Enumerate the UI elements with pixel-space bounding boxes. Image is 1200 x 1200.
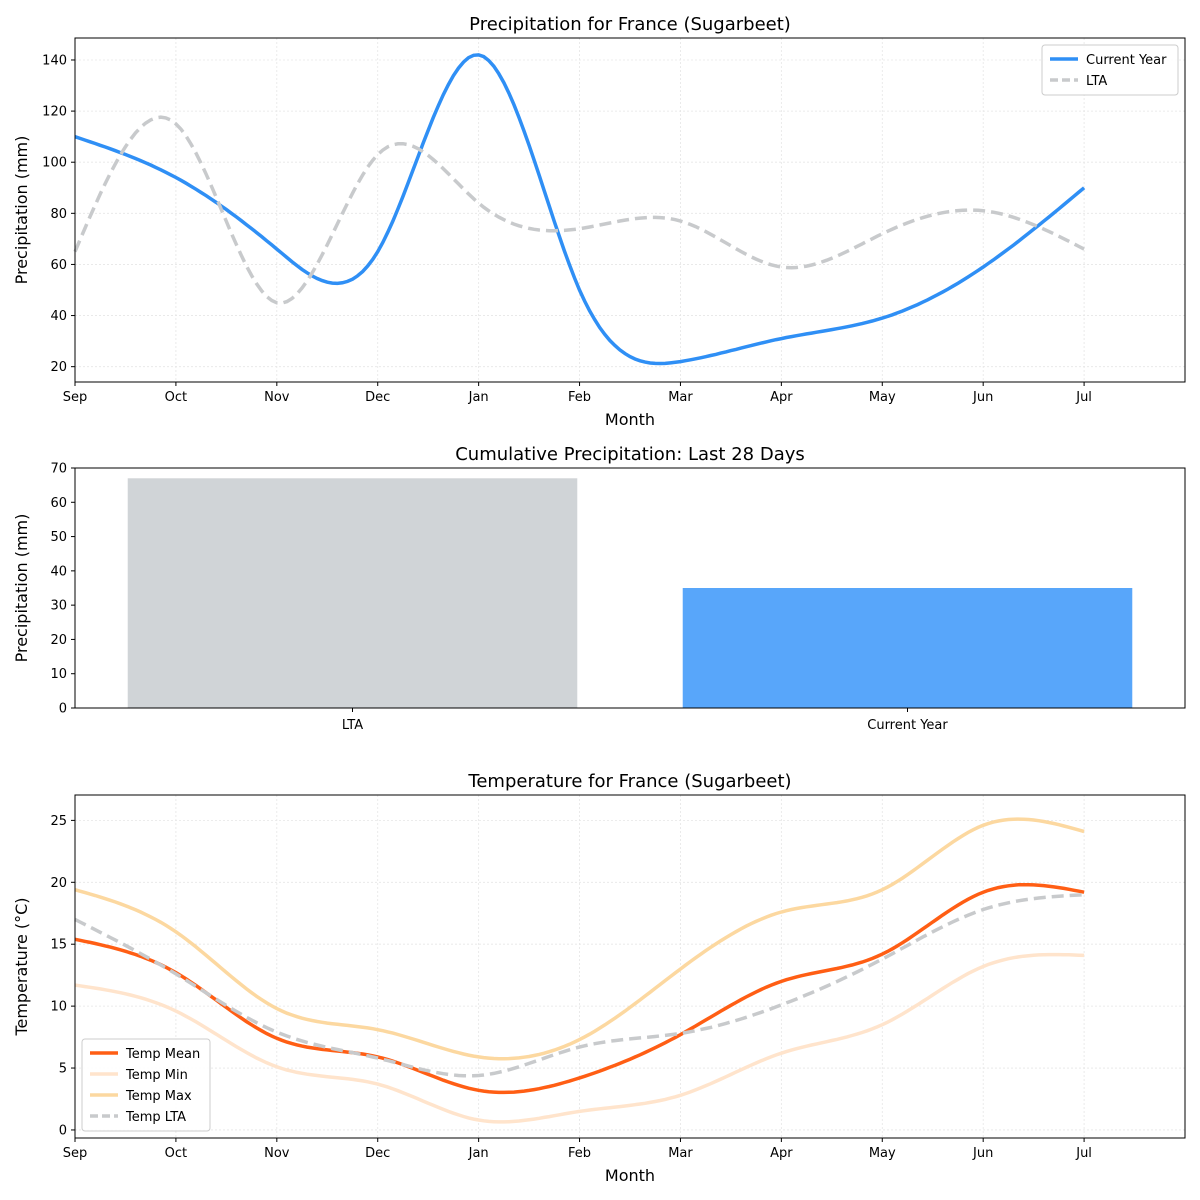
bar-lta [127,478,578,708]
x-tick-label: Nov [264,1146,290,1161]
y-tick-label: 70 [50,462,67,477]
y-tick-label: 20 [50,360,67,375]
x-tick-label: Jan [468,390,489,405]
x-tick-label: Jan [468,1146,489,1161]
series-line-temp-lta [74,892,1085,1078]
x-tick-label: Apr [770,390,793,405]
y-axis-label: Precipitation (mm) [12,136,31,285]
legend-label: Temp Mean [125,1047,200,1062]
y-tick-label: 40 [50,309,67,324]
legend-box [81,1038,211,1132]
x-tick-label: Sep [63,1146,88,1161]
y-tick-label: 10 [50,667,67,682]
y-tick-label: 10 [50,1000,67,1015]
y-tick-label: 50 [50,530,67,545]
x-tick-label: Jun [972,390,993,405]
x-tick-label: Current Year [867,718,948,733]
chart-title: Temperature for France (Sugarbeet) [467,771,791,792]
x-tick-label: Jul [1075,1146,1092,1161]
x-tick-label: LTA [342,718,363,733]
x-axis-label: Month [605,1166,655,1185]
y-axis-label: Temperature (°C) [12,897,31,1036]
series-line-temp-mean [74,882,1085,1095]
series-line-lta [73,115,1085,305]
y-tick-label: 60 [50,258,67,273]
x-tick-label: Nov [264,390,290,405]
y-axis-label: Precipitation (mm) [12,514,31,663]
y-tick-label: 0 [59,702,67,717]
y-tick-label: 20 [50,633,67,648]
plot-frame [74,794,1186,1139]
x-tick-label: Dec [365,1146,390,1161]
x-tick-label: Mar [668,390,693,405]
x-tick-label: Feb [568,1146,591,1161]
chart-title: Precipitation for France (Sugarbeet) [469,14,791,35]
legend: Temp Mean Temp Min Temp Max Temp LTA [81,1038,211,1132]
x-tick-label: Apr [770,1146,793,1161]
x-tick-label: Jul [1075,390,1092,405]
y-tick-label: 30 [50,599,67,614]
y-tick-label: 15 [50,938,67,953]
y-tick-label: 20 [50,876,67,891]
x-tick-label: Dec [365,390,390,405]
legend-label: Temp Min [125,1068,188,1083]
x-axis-label: Month [605,410,655,429]
series-line-temp-max [74,817,1085,1061]
chart-1: Cumulative Precipitation: Last 28 Days Pr… [12,444,1186,733]
legend-label: Temp LTA [125,1110,186,1125]
x-tick-label: Feb [568,390,591,405]
chart-0: Precipitation for France (Sugarbeet) Prec… [12,14,1186,429]
chart-2: Temperature for France (Sugarbeet) Temper… [12,771,1186,1185]
series-line-temp-min [74,952,1085,1124]
x-tick-label: Oct [165,1146,187,1161]
y-tick-label: 120 [42,105,67,120]
x-tick-label: Sep [63,390,88,405]
x-tick-label: May [869,1146,896,1161]
x-tick-label: Mar [668,1146,693,1161]
plot-frame [74,37,1186,383]
y-tick-label: 100 [42,156,67,171]
y-tick-label: 40 [50,564,67,579]
bar-current-year [682,588,1133,708]
y-tick-label: 80 [50,207,67,222]
plot-frame [74,467,1186,709]
y-tick-label: 5 [59,1062,67,1077]
x-tick-label: May [869,390,896,405]
x-tick-label: Jun [972,1146,993,1161]
legend-label: LTA [1086,74,1107,89]
y-tick-label: 0 [59,1123,67,1138]
y-tick-label: 25 [50,814,67,829]
x-tick-label: Oct [165,390,187,405]
y-tick-label: 140 [42,53,67,68]
y-tick-label: 60 [50,496,67,511]
chart-title: Cumulative Precipitation: Last 28 Days [455,444,805,465]
series-line-current-year [74,53,1086,366]
legend-label: Current Year [1086,53,1167,68]
legend: Current Year LTA [1041,44,1179,96]
legend-label: Temp Max [125,1089,192,1104]
